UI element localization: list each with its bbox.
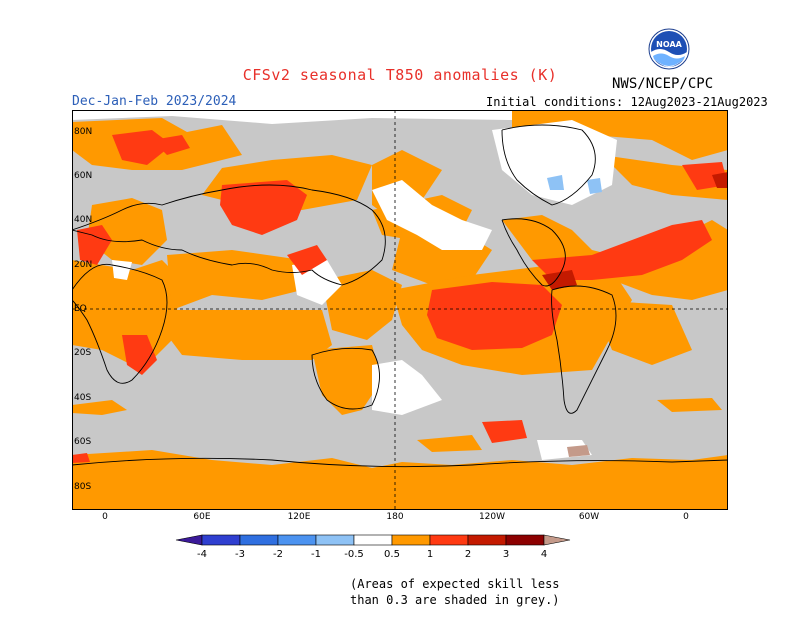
- lat-label: EQ: [74, 304, 87, 314]
- lat-label: 40S: [74, 393, 91, 403]
- season-label: Dec-Jan-Feb 2023/2024: [72, 94, 236, 109]
- skill-note: (Areas of expected skill less than 0.3 a…: [350, 576, 560, 608]
- colorbar-box: [468, 535, 506, 545]
- lat-label: 20S: [74, 348, 91, 358]
- colorbar-label: -0.5: [344, 549, 364, 560]
- lon-label: 0: [102, 512, 108, 522]
- lat-label: 60N: [74, 171, 92, 181]
- noaa-logo-text: NOAA: [656, 40, 682, 49]
- lon-label: 60W: [579, 512, 599, 522]
- lat-label: 40N: [74, 215, 92, 225]
- lon-label: 180: [386, 512, 403, 522]
- colorbar-arrow-high: [544, 535, 570, 545]
- colorbar-box: [202, 535, 240, 545]
- colorbar-label: 3: [503, 549, 509, 560]
- anomaly-map: 80N 60N 40N 20N EQ 20S 40S 60S 80S 0 60E 120E 180 12…: [72, 110, 728, 524]
- lat-label: 80S: [74, 482, 91, 492]
- skill-note-line-1: (Areas of expected skill less: [350, 576, 560, 592]
- lon-label: 120E: [288, 512, 311, 522]
- colorbar-label: -4: [197, 549, 207, 560]
- colorbar-label: -3: [235, 549, 245, 560]
- longitude-labels: 0 60E 120E 180 120W 60W 0: [102, 512, 689, 522]
- lon-label: 0: [683, 512, 689, 522]
- colorbar-box: [430, 535, 468, 545]
- colorbar-label: 0.5: [384, 549, 400, 560]
- colorbar-label: 2: [465, 549, 471, 560]
- colorbar-arrow-low: [176, 535, 202, 545]
- colorbar-box: [392, 535, 430, 545]
- colorbar-box: [354, 535, 392, 545]
- anomaly-above-4-regions: [567, 445, 590, 457]
- colorbar-box: [506, 535, 544, 545]
- colorbar-label: -1: [311, 549, 321, 560]
- skill-note-line-2: than 0.3 are shaded in grey.): [350, 592, 560, 608]
- lon-label: 120W: [479, 512, 505, 522]
- colorbar: -4 -3 -2 -1 -0.5 0.5 1 2 3 4: [170, 533, 630, 565]
- agency-label: NWS/NCEP/CPC: [612, 76, 713, 92]
- colorbar-box: [316, 535, 354, 545]
- lat-label: 60S: [74, 437, 91, 447]
- colorbar-box: [240, 535, 278, 545]
- colorbar-label: -2: [273, 549, 283, 560]
- colorbar-box: [278, 535, 316, 545]
- colorbar-label: 1: [427, 549, 433, 560]
- colorbar-label: 4: [541, 549, 547, 560]
- lat-label: 20N: [74, 260, 92, 270]
- lon-label: 60E: [193, 512, 210, 522]
- noaa-logo: NOAA: [648, 28, 690, 70]
- initial-conditions-label: Initial conditions: 12Aug2023-21Aug2023: [486, 95, 768, 109]
- lat-label: 80N: [74, 127, 92, 137]
